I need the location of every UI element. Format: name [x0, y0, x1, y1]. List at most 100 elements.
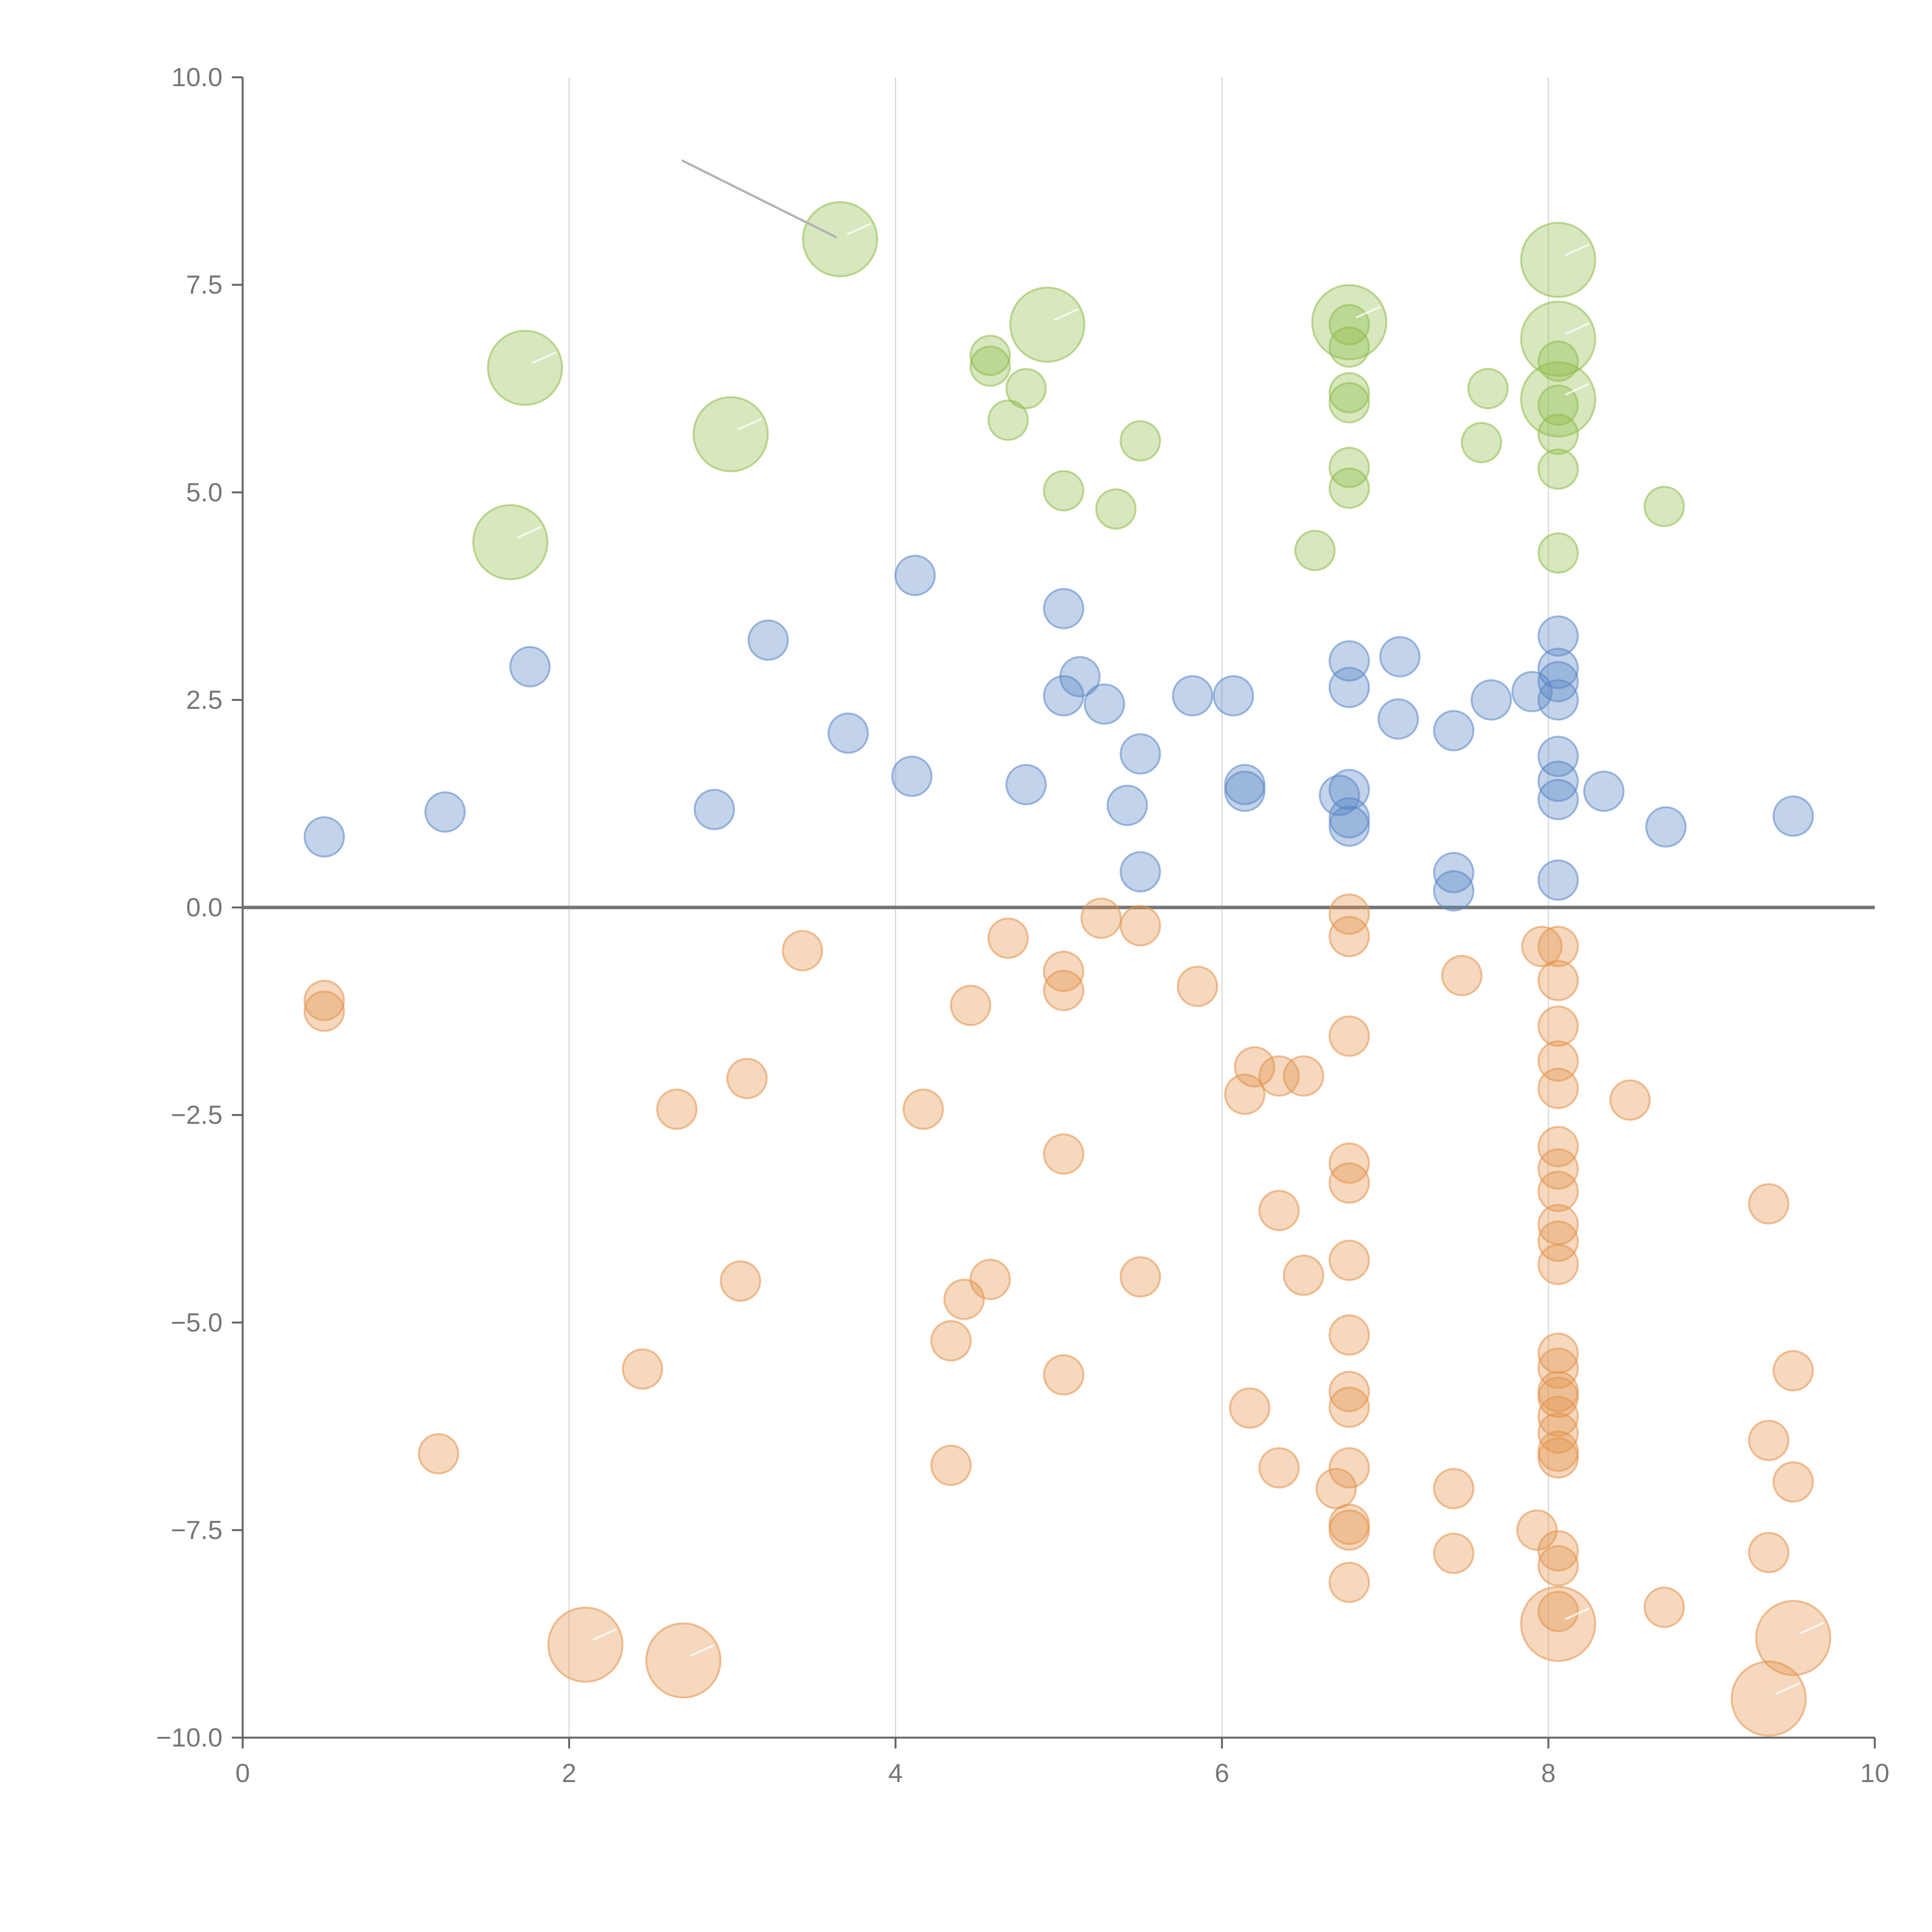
scatter-point-green [1537, 413, 1579, 455]
scatter-point-blue [1172, 675, 1213, 717]
scatter-point-orange [1328, 916, 1370, 957]
scatter-point-green [1467, 368, 1509, 410]
scatter-point-green [1643, 486, 1685, 527]
scatter-point-blue [1379, 636, 1421, 678]
scatter-point-green [1461, 422, 1502, 463]
scatter-point-orange [1748, 1183, 1789, 1225]
scatter-point-orange [1748, 1420, 1789, 1461]
bubble-label-stroke [1775, 1682, 1800, 1695]
scatter-point-green [1328, 372, 1370, 413]
scatter-point-blue [1537, 648, 1579, 689]
scatter-point-orange [303, 980, 345, 1021]
scatter-point-blue [1378, 698, 1419, 740]
scatter-point-blue [1213, 675, 1254, 717]
scatter-point-orange [1772, 1350, 1814, 1391]
scatter-point-orange [1537, 1148, 1579, 1190]
scatter-point-green [1009, 286, 1085, 363]
scatter-point-blue [827, 712, 869, 754]
y-tick-label: −2.5 [171, 1100, 223, 1130]
scatter-point-blue [1537, 735, 1579, 777]
scatter-point-orange [1433, 1532, 1475, 1574]
scatter-point-orange [1520, 1586, 1597, 1662]
scatter-point-orange [1258, 1190, 1300, 1231]
scatter-point-blue [747, 619, 789, 661]
scatter-point-orange [782, 930, 823, 971]
scatter-point-green [1537, 384, 1579, 426]
scatter-point-orange [1537, 1170, 1579, 1212]
scatter-point-blue [894, 554, 936, 596]
y-tick-label: −7.5 [171, 1515, 223, 1545]
scatter-point-blue [303, 816, 345, 858]
scatter-point-orange [1537, 1590, 1579, 1632]
scatter-point-blue [1537, 859, 1579, 901]
scatter-point-orange [1537, 1220, 1579, 1262]
scatter-point-green [1520, 361, 1597, 438]
scatter-point-green [1537, 448, 1579, 490]
scatter-point-orange [1229, 1387, 1270, 1429]
scatter-point-green [1119, 420, 1161, 462]
scatter-point-orange [1537, 1005, 1579, 1047]
scatter-point-orange [1537, 1332, 1579, 1374]
scatter-point-green [1294, 530, 1336, 571]
y-tick-label: −10.0 [156, 1723, 223, 1752]
scatter-point-orange [1043, 1133, 1085, 1175]
scatter-point-orange [656, 1088, 698, 1130]
scatter-point-blue [1059, 656, 1101, 697]
bubble-label-stroke [531, 351, 556, 364]
x-tick-label: 8 [1541, 1759, 1556, 1788]
scatter-point-blue [694, 789, 735, 830]
scatter-point-blue [891, 755, 933, 797]
scatter-point-orange [1730, 1660, 1807, 1737]
scatter-point-blue [1119, 733, 1161, 775]
data-points [303, 201, 1832, 1737]
bubble-label-stroke [846, 223, 872, 236]
scatter-point-green [1043, 470, 1085, 512]
scatter-point-orange [1043, 1354, 1085, 1396]
scatter-point-orange [418, 1433, 459, 1475]
scatter-point-orange [1328, 1561, 1370, 1603]
scatter-point-orange [1537, 1437, 1579, 1479]
x-tick-label: 0 [235, 1759, 250, 1788]
scatter-point-blue [1328, 667, 1370, 708]
scatter-point-green [1328, 447, 1370, 488]
scatter-point-blue [1537, 661, 1579, 702]
y-tick-label: 7.5 [186, 270, 223, 299]
scatter-point-green [969, 345, 1011, 387]
scatter-point-blue [1106, 784, 1148, 826]
axes: 10.0 7.5 5.0 2.5 0.0 −2.5 −5.0 −7.5 −10.0 0 2 4 6 8 10 [156, 63, 1889, 1788]
scatter-point-blue [1470, 679, 1512, 721]
scatter-point-green [1537, 340, 1579, 382]
scatter-point-blue [1319, 774, 1361, 816]
scatter-point-green [1328, 326, 1370, 368]
scatter-point-blue [1433, 710, 1475, 752]
scatter-point-green [1537, 532, 1579, 574]
scatter-point-blue [1224, 770, 1266, 812]
scatter-point-orange [622, 1348, 663, 1390]
scatter-point-blue [1583, 770, 1625, 812]
scatter-point-orange [1328, 893, 1370, 935]
scatter-point-blue [1772, 795, 1814, 837]
scatter-point-orange [930, 1444, 972, 1486]
scatter-point-orange [1283, 1055, 1325, 1097]
scatter-point-blue [1328, 805, 1370, 847]
scatter-point-orange [1643, 1587, 1685, 1628]
x-tick-label: 6 [1214, 1759, 1229, 1788]
scatter-point-orange [1043, 969, 1085, 1011]
scatter-point-orange [969, 1259, 1011, 1300]
bubble-label-stroke [1565, 383, 1590, 396]
scatter-point-orange [1609, 1079, 1651, 1121]
scatter-point-orange [1328, 1162, 1370, 1204]
scatter-point-orange [1772, 1461, 1814, 1503]
scatter-point-orange [930, 1320, 972, 1362]
y-tick-label: −5.0 [171, 1308, 223, 1337]
scatter-point-orange [1177, 966, 1218, 1007]
scatter-point-orange [1224, 1073, 1266, 1115]
scatter-point-orange [1537, 1396, 1579, 1437]
scatter-point-green [1328, 304, 1370, 345]
scatter-point-green [802, 201, 878, 277]
scatter-point-orange [1537, 1530, 1579, 1572]
scatter-point-orange [1328, 1371, 1370, 1412]
scatter-point-orange [1328, 1015, 1370, 1057]
